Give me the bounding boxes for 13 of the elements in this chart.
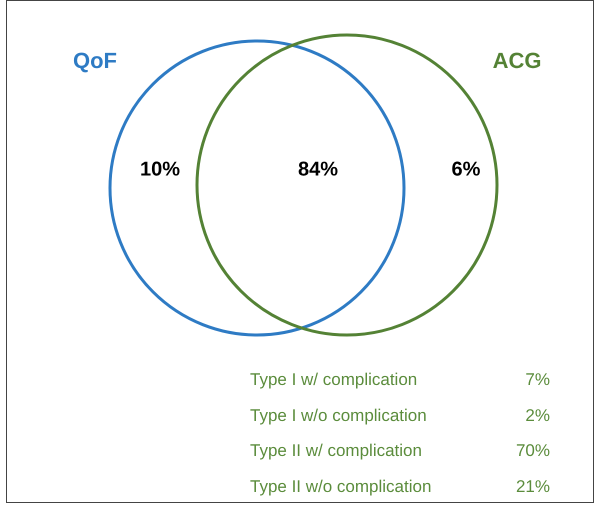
data-label: 21%	[516, 476, 550, 498]
category-label: Type I w/o complication	[250, 406, 427, 426]
category-label: Type II w/o complication	[250, 476, 432, 498]
category-label: QoF	[73, 48, 117, 74]
data-label: 10%	[140, 158, 180, 181]
category-label: ACG	[492, 48, 542, 74]
data-label: 6%	[452, 158, 481, 181]
data-label: 70%	[516, 441, 550, 462]
data-label: 84%	[298, 158, 338, 181]
category-label: Type II w/ complication	[250, 441, 422, 462]
data-label: 7%	[525, 370, 550, 391]
category-label: Type I w/ complication	[250, 370, 418, 391]
data-label: 2%	[525, 406, 550, 426]
